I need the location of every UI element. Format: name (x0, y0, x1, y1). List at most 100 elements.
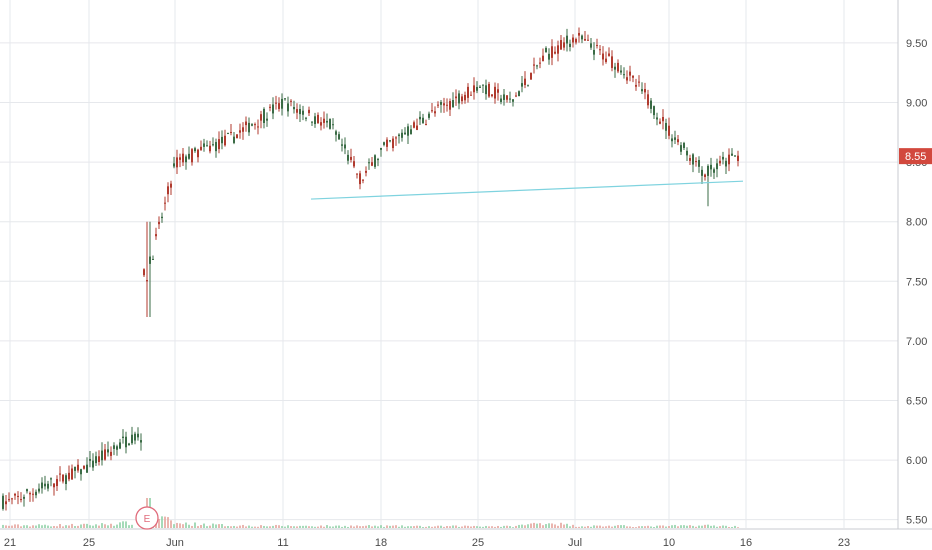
candle-body[interactable] (539, 62, 541, 64)
candle-body[interactable] (524, 78, 526, 86)
candle-body[interactable] (116, 446, 118, 450)
candle-body[interactable] (656, 117, 658, 120)
candle-body[interactable] (149, 256, 151, 264)
candle-body[interactable] (590, 43, 592, 48)
candle-body[interactable] (287, 103, 289, 112)
candle-body[interactable] (536, 65, 538, 67)
candle-body[interactable] (593, 49, 595, 55)
candle-body[interactable] (479, 86, 481, 88)
candle-body[interactable] (332, 124, 334, 126)
candle-body[interactable] (641, 89, 643, 92)
candle-body[interactable] (188, 153, 190, 159)
candle-body[interactable] (224, 135, 226, 146)
candle-body[interactable] (278, 103, 280, 109)
candle-body[interactable] (32, 493, 34, 495)
candle-body[interactable] (326, 120, 328, 123)
candle-body[interactable] (500, 98, 502, 102)
candle-body[interactable] (14, 493, 16, 496)
candle-body[interactable] (371, 162, 373, 166)
candle-body[interactable] (335, 131, 337, 135)
candle-body[interactable] (386, 139, 388, 147)
candle-body[interactable] (380, 147, 382, 150)
candle-body[interactable] (581, 35, 583, 40)
candle-body[interactable] (446, 104, 448, 106)
candle-body[interactable] (443, 103, 445, 106)
candle-body[interactable] (509, 98, 511, 100)
candle-body[interactable] (221, 136, 223, 144)
candle-body[interactable] (311, 121, 313, 123)
candle-body[interactable] (350, 156, 352, 160)
candle-body[interactable] (512, 99, 514, 102)
candle-body[interactable] (275, 102, 277, 104)
candle-body[interactable] (653, 106, 655, 116)
candle-body[interactable] (515, 95, 517, 97)
candle-body[interactable] (59, 473, 61, 475)
candle-body[interactable] (434, 111, 436, 114)
candle-body[interactable] (257, 126, 259, 128)
candle-body[interactable] (209, 145, 211, 152)
candle-body[interactable] (737, 155, 739, 162)
candle-body[interactable] (356, 173, 358, 175)
candle-body[interactable] (20, 499, 22, 501)
candle-body[interactable] (596, 44, 598, 46)
candle-body[interactable] (113, 445, 115, 449)
candle-body[interactable] (551, 46, 553, 58)
candle-body[interactable] (284, 98, 286, 100)
candle-body[interactable] (131, 434, 133, 444)
candle-body[interactable] (290, 100, 292, 102)
candle-body[interactable] (242, 127, 244, 132)
candle-body[interactable] (458, 93, 460, 104)
candle-body[interactable] (575, 39, 577, 43)
candle-body[interactable] (632, 75, 634, 78)
candle-body[interactable] (686, 150, 688, 156)
candle-body[interactable] (152, 258, 154, 260)
trend-line[interactable] (310, 180, 744, 200)
candle-body[interactable] (302, 110, 304, 115)
candle-body[interactable] (398, 134, 400, 137)
candle-body[interactable] (200, 146, 202, 150)
candle-body[interactable] (677, 139, 679, 143)
candle-body[interactable] (173, 163, 175, 167)
candle-body[interactable] (107, 449, 109, 453)
candle-body[interactable] (338, 134, 340, 140)
candle-body[interactable] (245, 121, 247, 126)
candle-body[interactable] (392, 138, 394, 149)
candle-body[interactable] (194, 148, 196, 152)
candle-body[interactable] (659, 121, 661, 124)
candle-body[interactable] (272, 104, 274, 114)
candle-body[interactable] (542, 55, 544, 62)
candle-body[interactable] (140, 440, 142, 443)
candle-body[interactable] (323, 118, 325, 123)
candle-body[interactable] (560, 40, 562, 50)
candle-body[interactable] (170, 183, 172, 188)
candle-body[interactable] (5, 501, 7, 505)
candle-body[interactable] (299, 108, 301, 115)
candle-body[interactable] (488, 83, 490, 97)
candle-body[interactable] (431, 110, 433, 112)
candle-body[interactable] (26, 489, 28, 492)
candle-body[interactable] (629, 71, 631, 76)
candle-body[interactable] (185, 156, 187, 163)
candle-body[interactable] (719, 160, 721, 164)
candle-body[interactable] (53, 483, 55, 488)
candle-body[interactable] (353, 161, 355, 167)
candle-body[interactable] (239, 130, 241, 133)
candle-body[interactable] (320, 122, 322, 126)
candle-body[interactable] (158, 221, 160, 225)
candle-body[interactable] (626, 77, 628, 81)
candle-body[interactable] (605, 58, 607, 62)
candle-body[interactable] (125, 436, 127, 448)
candle-body[interactable] (68, 472, 70, 480)
candle-body[interactable] (62, 474, 64, 482)
candle-body[interactable] (95, 456, 97, 464)
candle-body[interactable] (362, 179, 364, 181)
candle-body[interactable] (41, 482, 43, 489)
candle-body[interactable] (644, 89, 646, 93)
candle-body[interactable] (80, 469, 82, 475)
candle-body[interactable] (704, 174, 706, 177)
candle-body[interactable] (404, 132, 406, 135)
candle-body[interactable] (35, 491, 37, 496)
candle-body[interactable] (119, 442, 121, 449)
candle-body[interactable] (395, 137, 397, 139)
